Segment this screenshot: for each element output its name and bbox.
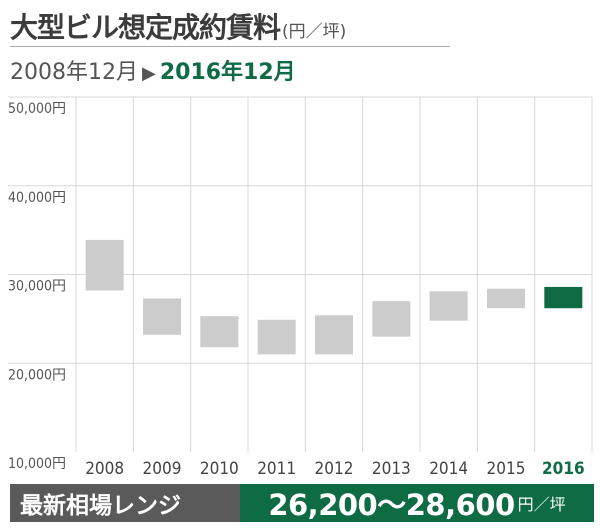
x-tick-label: 2008 xyxy=(85,459,124,479)
range-bar xyxy=(429,291,468,321)
y-tick-label: 30,000円 xyxy=(8,279,66,295)
title-divider xyxy=(10,46,450,47)
period-label: 2008年12月 ▶ 2016年12月 xyxy=(10,54,296,86)
latest-range-banner: 最新相場レンジ 26,200〜28,600 円／坪 xyxy=(10,484,594,522)
range-bar xyxy=(372,301,411,337)
title-unit: (円／坪) xyxy=(282,22,347,42)
title-text: 大型ビル想定成約賃料 xyxy=(10,11,281,44)
range-bar-chart: 50,000円 40,000円 30,000円 20,000円 10,000円 2008 2… xyxy=(8,96,593,479)
x-tick-label: 2013 xyxy=(372,459,411,479)
range-bar xyxy=(85,239,124,291)
period-from: 2008年12月 xyxy=(10,60,138,85)
x-tick-label: 2012 xyxy=(315,459,354,479)
y-tick-label: 50,000円 xyxy=(8,101,66,117)
play-arrow-icon: ▶ xyxy=(141,63,156,84)
y-tick-label: 20,000円 xyxy=(8,367,66,383)
x-tick-label: 2014 xyxy=(429,459,468,479)
range-bar xyxy=(315,315,353,355)
range-bar xyxy=(143,298,181,335)
x-tick-label: 2015 xyxy=(487,459,526,479)
latest-range-unit: 円／坪 xyxy=(517,495,566,514)
y-tick-label: 40,000円 xyxy=(8,190,66,206)
range-bar xyxy=(487,288,525,309)
x-tick-label: 2009 xyxy=(143,459,182,479)
x-tick-label: 2016 xyxy=(542,459,585,479)
y-tick-label: 10,000円 xyxy=(8,456,66,472)
x-tick-label: 2011 xyxy=(257,459,296,479)
range-bar xyxy=(257,319,296,355)
x-tick-label: 2010 xyxy=(200,459,239,479)
chart-title: 大型ビル想定成約賃料 (円／坪) xyxy=(10,6,346,46)
period-to: 2016年12月 xyxy=(159,60,296,85)
latest-range-label: 最新相場レンジ xyxy=(10,484,240,522)
latest-range-value-box: 26,200〜28,600 円／坪 xyxy=(240,484,594,522)
range-bar xyxy=(544,286,583,309)
range-bar xyxy=(200,316,239,348)
latest-range-value: 26,200〜28,600 xyxy=(268,488,515,522)
